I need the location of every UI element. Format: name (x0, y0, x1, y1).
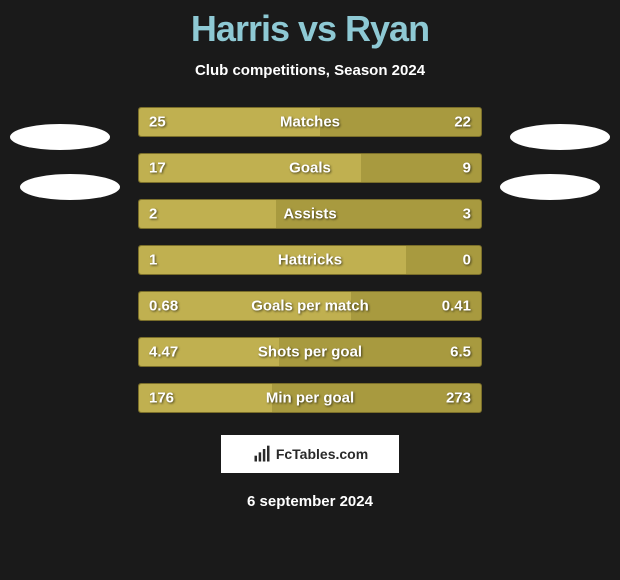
stat-label: Matches (139, 114, 481, 131)
stat-right-value: 9 (463, 160, 471, 177)
subtitle: Club competitions, Season 2024 (0, 62, 620, 79)
stat-right-value: 0.41 (442, 298, 471, 315)
stats-bars: 25Matches2217Goals92Assists31Hattricks00… (138, 107, 482, 413)
stat-label: Goals per match (139, 298, 481, 315)
decor-ellipse (500, 174, 600, 200)
stat-bar: 0.68Goals per match0.41 (138, 291, 482, 321)
stat-right-value: 273 (446, 390, 471, 407)
brand-chart-icon (252, 444, 272, 464)
stat-label: Hattricks (139, 252, 481, 269)
date-text: 6 september 2024 (0, 493, 620, 510)
decor-ellipse (10, 124, 110, 150)
stat-right-value: 3 (463, 206, 471, 223)
stat-right-value: 6.5 (450, 344, 471, 361)
decor-ellipse (20, 174, 120, 200)
brand-badge: FcTables.com (221, 435, 399, 473)
page-title: Harris vs Ryan (0, 0, 620, 50)
stat-label: Assists (139, 206, 481, 223)
stat-bar: 17Goals9 (138, 153, 482, 183)
stat-label: Min per goal (139, 390, 481, 407)
stat-right-value: 0 (463, 252, 471, 269)
stat-label: Shots per goal (139, 344, 481, 361)
brand-text: FcTables.com (276, 446, 368, 462)
stat-bar: 1Hattricks0 (138, 245, 482, 275)
stat-bar: 2Assists3 (138, 199, 482, 229)
stat-label: Goals (139, 160, 481, 177)
stat-bar: 176Min per goal273 (138, 383, 482, 413)
decor-ellipse (510, 124, 610, 150)
stat-bar: 4.47Shots per goal6.5 (138, 337, 482, 367)
stat-right-value: 22 (454, 114, 471, 131)
stat-bar: 25Matches22 (138, 107, 482, 137)
